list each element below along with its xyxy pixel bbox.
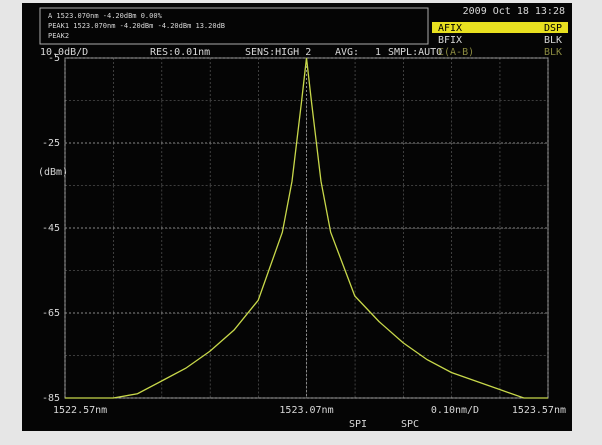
trace-state: BLK [544, 35, 562, 46]
softkey[interactable]: SPI [349, 419, 367, 430]
x-tick-label: 1523.57nm [512, 405, 566, 416]
datetime: 2009 Oct 18 13:28 [463, 6, 565, 17]
x-tick-label: 1523.07nm [279, 405, 333, 416]
trace-state: DSP [544, 23, 562, 34]
y-axis-label: (dBm) [38, 167, 68, 178]
softkey[interactable]: SPC [401, 419, 419, 430]
readout: PEAK2 [48, 32, 69, 40]
trace-name: BFIX [438, 35, 462, 46]
setting: 10.0dB/D [40, 47, 88, 58]
x-tick-label: 1522.57nm [53, 405, 107, 416]
trace-highlight [432, 22, 568, 33]
trace-name: AFIX [438, 23, 462, 34]
x-scale-label: 0.10nm/D [431, 405, 479, 416]
y-tick-label: -5 [48, 53, 60, 64]
trace-name: C(A-B) [438, 47, 474, 58]
y-tick-label: -45 [42, 223, 60, 234]
setting: SENS:HIGH 2 [245, 47, 311, 58]
setting: SMPL:AUTO [388, 47, 442, 58]
y-tick-label: -25 [42, 138, 60, 149]
readout: PEAK1 1523.070nm -4.20dBm -4.20dBm 13.20… [48, 22, 225, 30]
setting: 1 [375, 47, 381, 58]
readout-box [39, 7, 429, 45]
setting: RES:0.01nm [150, 47, 210, 58]
y-tick-label: -65 [42, 308, 60, 319]
readout: A 1523.070nm -4.20dBm 0.00% [48, 12, 163, 20]
trace [65, 57, 548, 399]
trace-state: BLK [544, 47, 562, 58]
y-tick-label: -85 [42, 393, 60, 404]
setting: AVG: [335, 47, 359, 58]
